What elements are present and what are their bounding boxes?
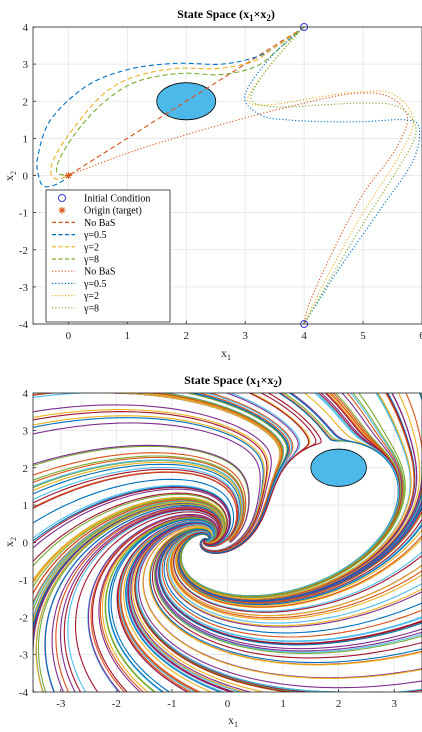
y-axis-label: x2 (2, 537, 18, 547)
legend-label: γ=8 (83, 255, 99, 266)
x-tick-label: 2 (183, 330, 189, 342)
legend-swatch (59, 207, 65, 214)
y-tick-label: 3 (23, 425, 29, 437)
y-tick-label: 4 (23, 22, 29, 34)
y-tick-label: 4 (23, 388, 29, 400)
x-tick-label: -1 (167, 698, 176, 710)
y-tick-label: 0 (23, 171, 29, 183)
legend-entry: γ=8 (52, 255, 99, 266)
state-space-plot-2: -3 -2 -1 0 1 2 3 -4 -3 -2 -1 0 1 2 3 4 State Space (x1… (2, 373, 422, 729)
y-tick-label: -1 (19, 208, 28, 220)
streamline (33, 456, 245, 541)
streamline (33, 461, 242, 542)
y-tick-label: 0 (23, 538, 29, 550)
streamline (178, 436, 422, 602)
y-tick-labels: -4 -3 -2 -1 0 1 2 3 4 (19, 22, 29, 331)
trajectory-dot-line (247, 27, 414, 324)
trajectory-dash-line (50, 27, 305, 180)
x-tick-label: 0 (225, 698, 231, 710)
trajectories (36, 27, 421, 324)
y-tick-label: -2 (19, 612, 28, 624)
x-axis-label: x1 (221, 346, 231, 362)
x-tick-label: 2 (336, 698, 342, 710)
axes-box (32, 392, 422, 693)
legend-label: γ=2 (83, 242, 99, 253)
y-tick-label: 1 (23, 133, 29, 145)
trajectory-dash-line (68, 27, 305, 176)
x-tick-label: 0 (66, 330, 72, 342)
legend-entry: γ=0.5 (52, 230, 107, 241)
streamline (193, 393, 289, 554)
x-tick-label: 1 (280, 698, 286, 710)
x-tick-labels: 0 1 2 3 4 5 6 (66, 330, 422, 342)
x-axis-label: x1 (228, 713, 238, 729)
obstacle-ellipse (310, 448, 367, 487)
trajectory-dash-line (55, 27, 305, 177)
streamline (135, 524, 331, 692)
legend-swatch (58, 194, 66, 202)
legend-label: No BaS (84, 267, 115, 278)
y-tick-label: -1 (19, 575, 28, 587)
y-tick-label: -2 (19, 245, 28, 257)
streamline (33, 492, 228, 562)
y-tick-label: 1 (23, 500, 29, 512)
x-tick-label: -2 (112, 698, 121, 710)
y-tick-label: 2 (23, 463, 29, 475)
y-tick-label: -3 (19, 282, 29, 294)
legend-label: γ=0.5 (83, 279, 107, 290)
obstacle (310, 448, 367, 487)
legend-entry: γ=2 (52, 291, 99, 302)
trajectory-dot-line (68, 92, 409, 324)
state-space-plot-1: 0 1 2 3 4 5 6 -4 -3 -2 -1 0 1 2 3 4 State Space (x1×x2… (2, 7, 422, 362)
chart-title: State Space (x1×x2) (177, 7, 275, 23)
x-tick-labels: -3 -2 -1 0 1 2 3 (56, 698, 397, 710)
legend-entry: No BaS (52, 267, 115, 278)
y-tick-label: -4 (19, 687, 29, 699)
legend-label: γ=2 (83, 291, 99, 302)
grid (33, 26, 422, 325)
y-tick-labels: -4 -3 -2 -1 0 1 2 3 4 (19, 388, 29, 699)
x-tick-label: -3 (56, 698, 66, 710)
legend-entry: γ=2 (52, 242, 99, 253)
legend-entry: Initial Condition (58, 194, 150, 205)
legend-label: Origin (target) (84, 206, 142, 217)
trajectory-dot-line (250, 27, 417, 324)
legend-entry: Origin (target) (58, 206, 142, 217)
x-tick-label: 6 (419, 330, 422, 342)
x-tick-label: 3 (391, 698, 397, 710)
origin-marker-stroke (65, 172, 72, 179)
chart-title: State Space (x1×x2) (184, 373, 282, 389)
trajectory-dash-line (36, 27, 305, 188)
legend-entry: γ=0.5 (52, 279, 107, 290)
y-tick-label: -3 (19, 650, 29, 662)
legend-label: γ=0.5 (83, 230, 107, 241)
legend-label: Initial Condition (84, 194, 150, 205)
legend-box (45, 189, 171, 323)
y-axis-label: x2 (2, 171, 18, 181)
legend-label: No BaS (84, 218, 115, 229)
legend-entry: γ=8 (52, 303, 99, 314)
streamline (33, 459, 243, 541)
origin-marker (64, 172, 72, 179)
streamlines (33, 393, 422, 692)
streamline (33, 444, 250, 543)
x-tick-label: 4 (301, 330, 307, 342)
legend-entry: No BaS (52, 218, 115, 229)
legend-label: γ=8 (83, 303, 99, 314)
y-tick-label: 2 (23, 96, 29, 108)
x-tick-label: 3 (242, 330, 248, 342)
y-tick-label: 3 (23, 59, 29, 71)
axes-box (32, 26, 422, 325)
y-tick-label: -4 (19, 319, 29, 331)
x-tick-label: 5 (360, 330, 366, 342)
trajectory-dot-line (244, 27, 421, 324)
streamline (33, 452, 247, 542)
x-tick-label: 1 (125, 330, 131, 342)
